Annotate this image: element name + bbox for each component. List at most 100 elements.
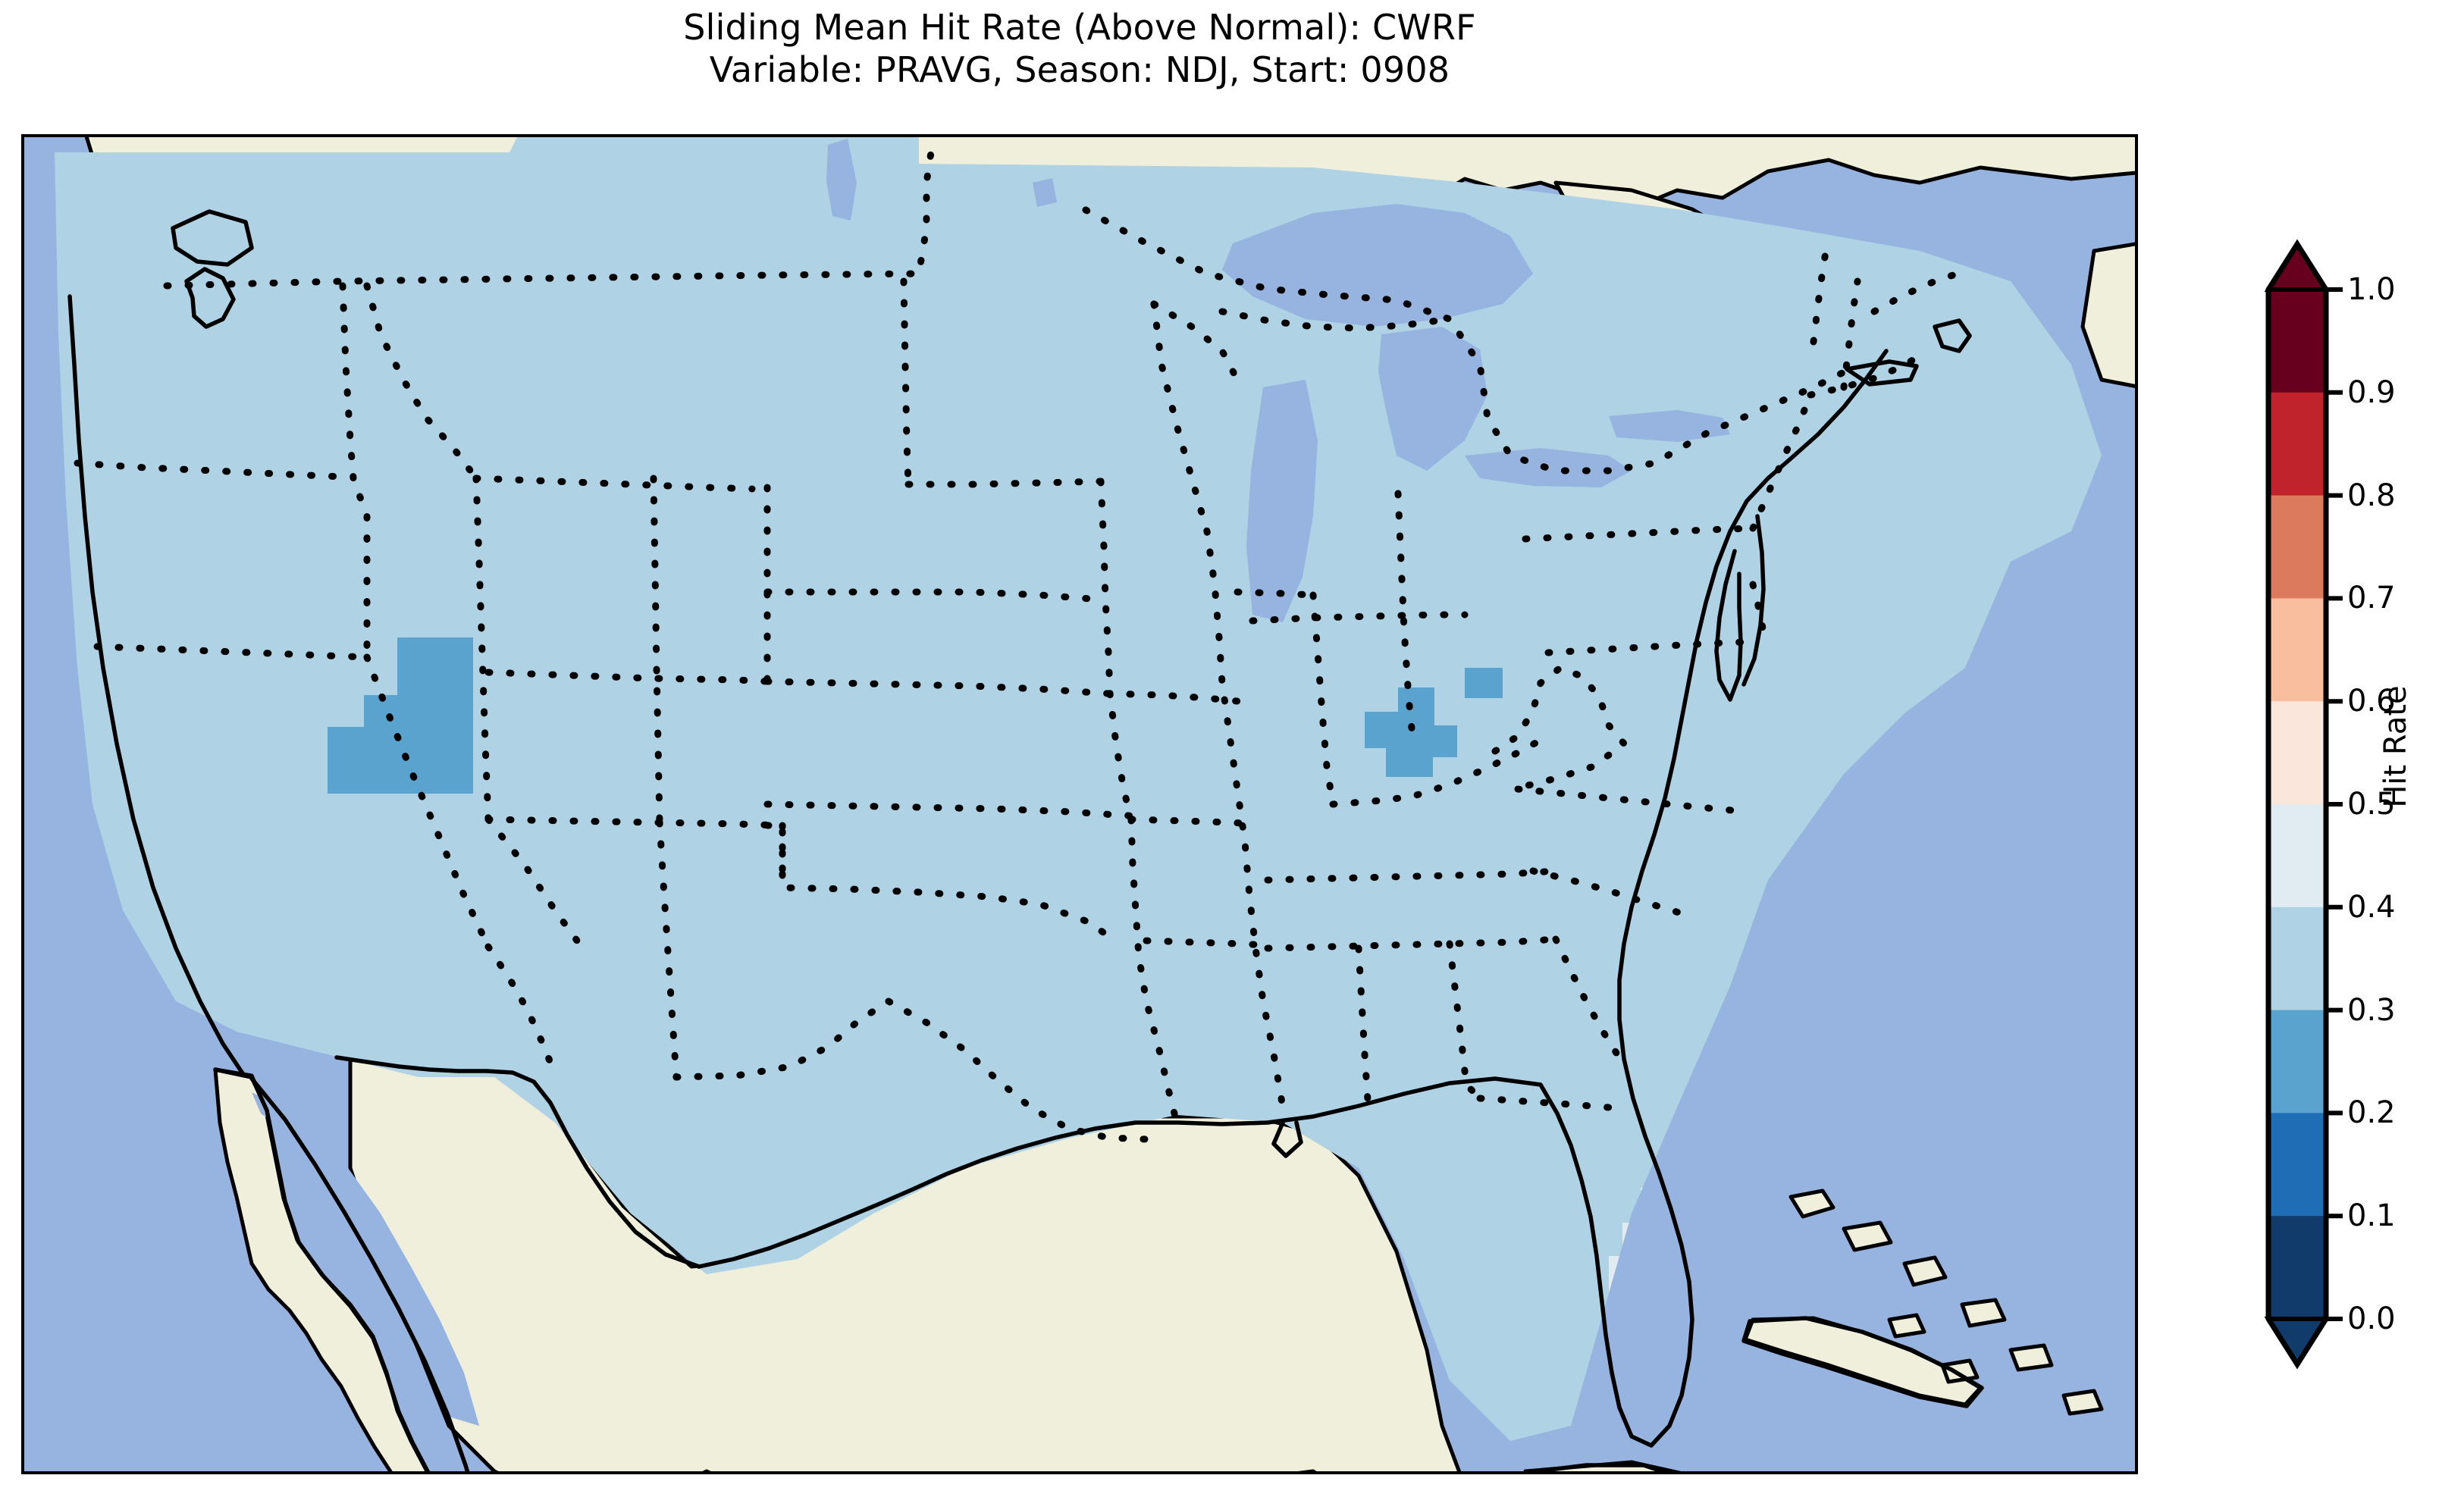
border-tx-mexico [885,998,1150,1143]
lake-ontario [1609,410,1730,442]
colorbar-band-3 [2268,907,2326,1011]
border-nv-az [484,816,589,956]
border-mo-ar [1127,816,1256,828]
border-new-england [1807,347,1931,399]
border-wy-co [484,669,771,685]
coast-long-island [1845,359,1919,387]
colorbar-band-8 [2268,392,2326,496]
border-me [1870,268,1966,315]
colorbar-tick-label-0.8: 0.8 [2347,478,2396,513]
lake-winnipeg [826,139,857,221]
coast-puget-sound [184,267,236,329]
colorbar-tick-label-0.0: 0.0 [2347,1301,2396,1336]
colorbar-bands [2264,240,2331,1369]
colorbar-band-5 [2268,701,2326,805]
border-al-ga [1446,940,1484,1102]
colorbar-band-6 [2268,598,2326,702]
border-id-mt [363,282,480,482]
colorbar-band-9 [2268,290,2326,393]
coast-delmarva [1741,514,1766,687]
border-ohio-river [1329,732,1552,808]
border-us-canada [163,149,935,290]
figure-title: Sliding Mean Hit Rate (Above Normal): CW… [0,6,2159,91]
border-wi-il [1234,588,1317,599]
border-nv-ut [472,475,492,823]
border-pa-ny [1522,525,1757,543]
coast-baja [213,1067,431,1471]
border-ok-tx [763,822,1120,944]
border-ca-az [484,943,556,1070]
land-newfoundland [2080,242,2135,389]
colorbar-tick-label-0.6: 0.6 [2347,684,2396,719]
colorbar-tick-label-0.9: 0.9 [2347,374,2396,410]
border-nc-sc [1529,867,1685,917]
colorbar-tick-label-0.4: 0.4 [2347,889,2396,925]
colorbar-tick-label-0.5: 0.5 [2347,787,2396,822]
coast-cuba [1741,1316,1984,1408]
border-ut-co [650,475,663,826]
coast-mexico-gulf [334,1055,701,1269]
coast-mississippi-delta [1271,1120,1303,1158]
title-line-2: Variable: PRAVG, Season: NDJ, Start: 090… [709,49,1450,91]
border-sc-ga [1552,935,1628,1069]
border-pa-md [1544,638,1749,656]
colorbar-axis-label: Hit Rate [2378,685,2413,808]
colorbar-extend-over-arrow [2264,240,2331,292]
colorbar[interactable]: 0.0 0.1 0.2 0.3 0.4 0.5 0.6 0.7 0.8 0.9 1.0 [2264,239,2396,1370]
gulf-of-california [252,1092,479,1426]
colorbar-tick-label-1.0: 1.0 [2347,272,2396,307]
border-mi-up [1218,308,1453,332]
border-sd-ne [763,588,1105,603]
colorbar-canvas [2264,239,2343,1370]
border-ny-ne [1749,391,1814,532]
colorbar-band-0 [2268,1216,2326,1320]
colorbar-extend-under-arrow [2264,1317,2331,1369]
coast-central-america [1524,1463,1669,1471]
lake-superior [1222,204,1533,327]
map-canvas [24,137,2135,1471]
coastlines [67,209,1984,1471]
border-va-nc [1514,785,1735,814]
border-ar-la [1143,937,1271,949]
border-wv [1491,663,1629,790]
border-vt-nh [1810,240,1831,346]
border-plains-east [1097,478,1135,823]
border-tn-south [1264,935,1560,952]
land-bahamas [1788,1189,2104,1416]
lake-huron [1378,327,1487,471]
border-ks-ok [763,800,1143,820]
border-mn-wi [1150,300,1241,384]
title-line-1: Sliding Mean Hit Rate (Above Normal): CW… [683,7,1476,48]
state-borders [74,149,1966,1143]
map-panel [21,134,2138,1474]
border-wa-or [74,459,346,481]
border-in-oh [1394,490,1417,747]
colorbar-tick-label-0.3: 0.3 [2347,992,2396,1028]
coast-vancouver-island [171,209,254,267]
colorbar-tick-label-0.7: 0.7 [2347,581,2396,616]
data-cells-band-0.2-0.3-ohio [1365,668,1503,777]
border-ms-al [1355,944,1372,1104]
colorbar-ticks [2326,287,2343,1321]
lake-of-the-woods [1033,178,1057,207]
border-ga-fl [1476,1095,1613,1111]
coast-cape-cod [1933,318,1972,353]
border-ky-tn [1264,867,1560,884]
border-great-lakes [1082,206,1863,475]
coast-east [1538,349,1889,1448]
colorbar-band-4 [2268,804,2326,908]
border-id-west [339,282,371,661]
coast-baja-east [249,1076,470,1471]
colorbar-tick-label-0.2: 0.2 [2347,1095,2396,1131]
lake-michigan [1246,380,1318,622]
coast-chesapeake [1714,549,1743,702]
border-ma-nh [1840,277,1861,391]
colorbar-band-7 [2268,495,2326,599]
colorbar-tick-label-0.1: 0.1 [2347,1198,2396,1234]
coast-gulf [697,1076,1543,1269]
border-mi-south [1249,611,1469,625]
coast-west [67,294,246,1078]
border-mississippi [1150,300,1287,1111]
border-ne-ks [763,678,1112,697]
colorbar-band-1 [2268,1113,2326,1217]
